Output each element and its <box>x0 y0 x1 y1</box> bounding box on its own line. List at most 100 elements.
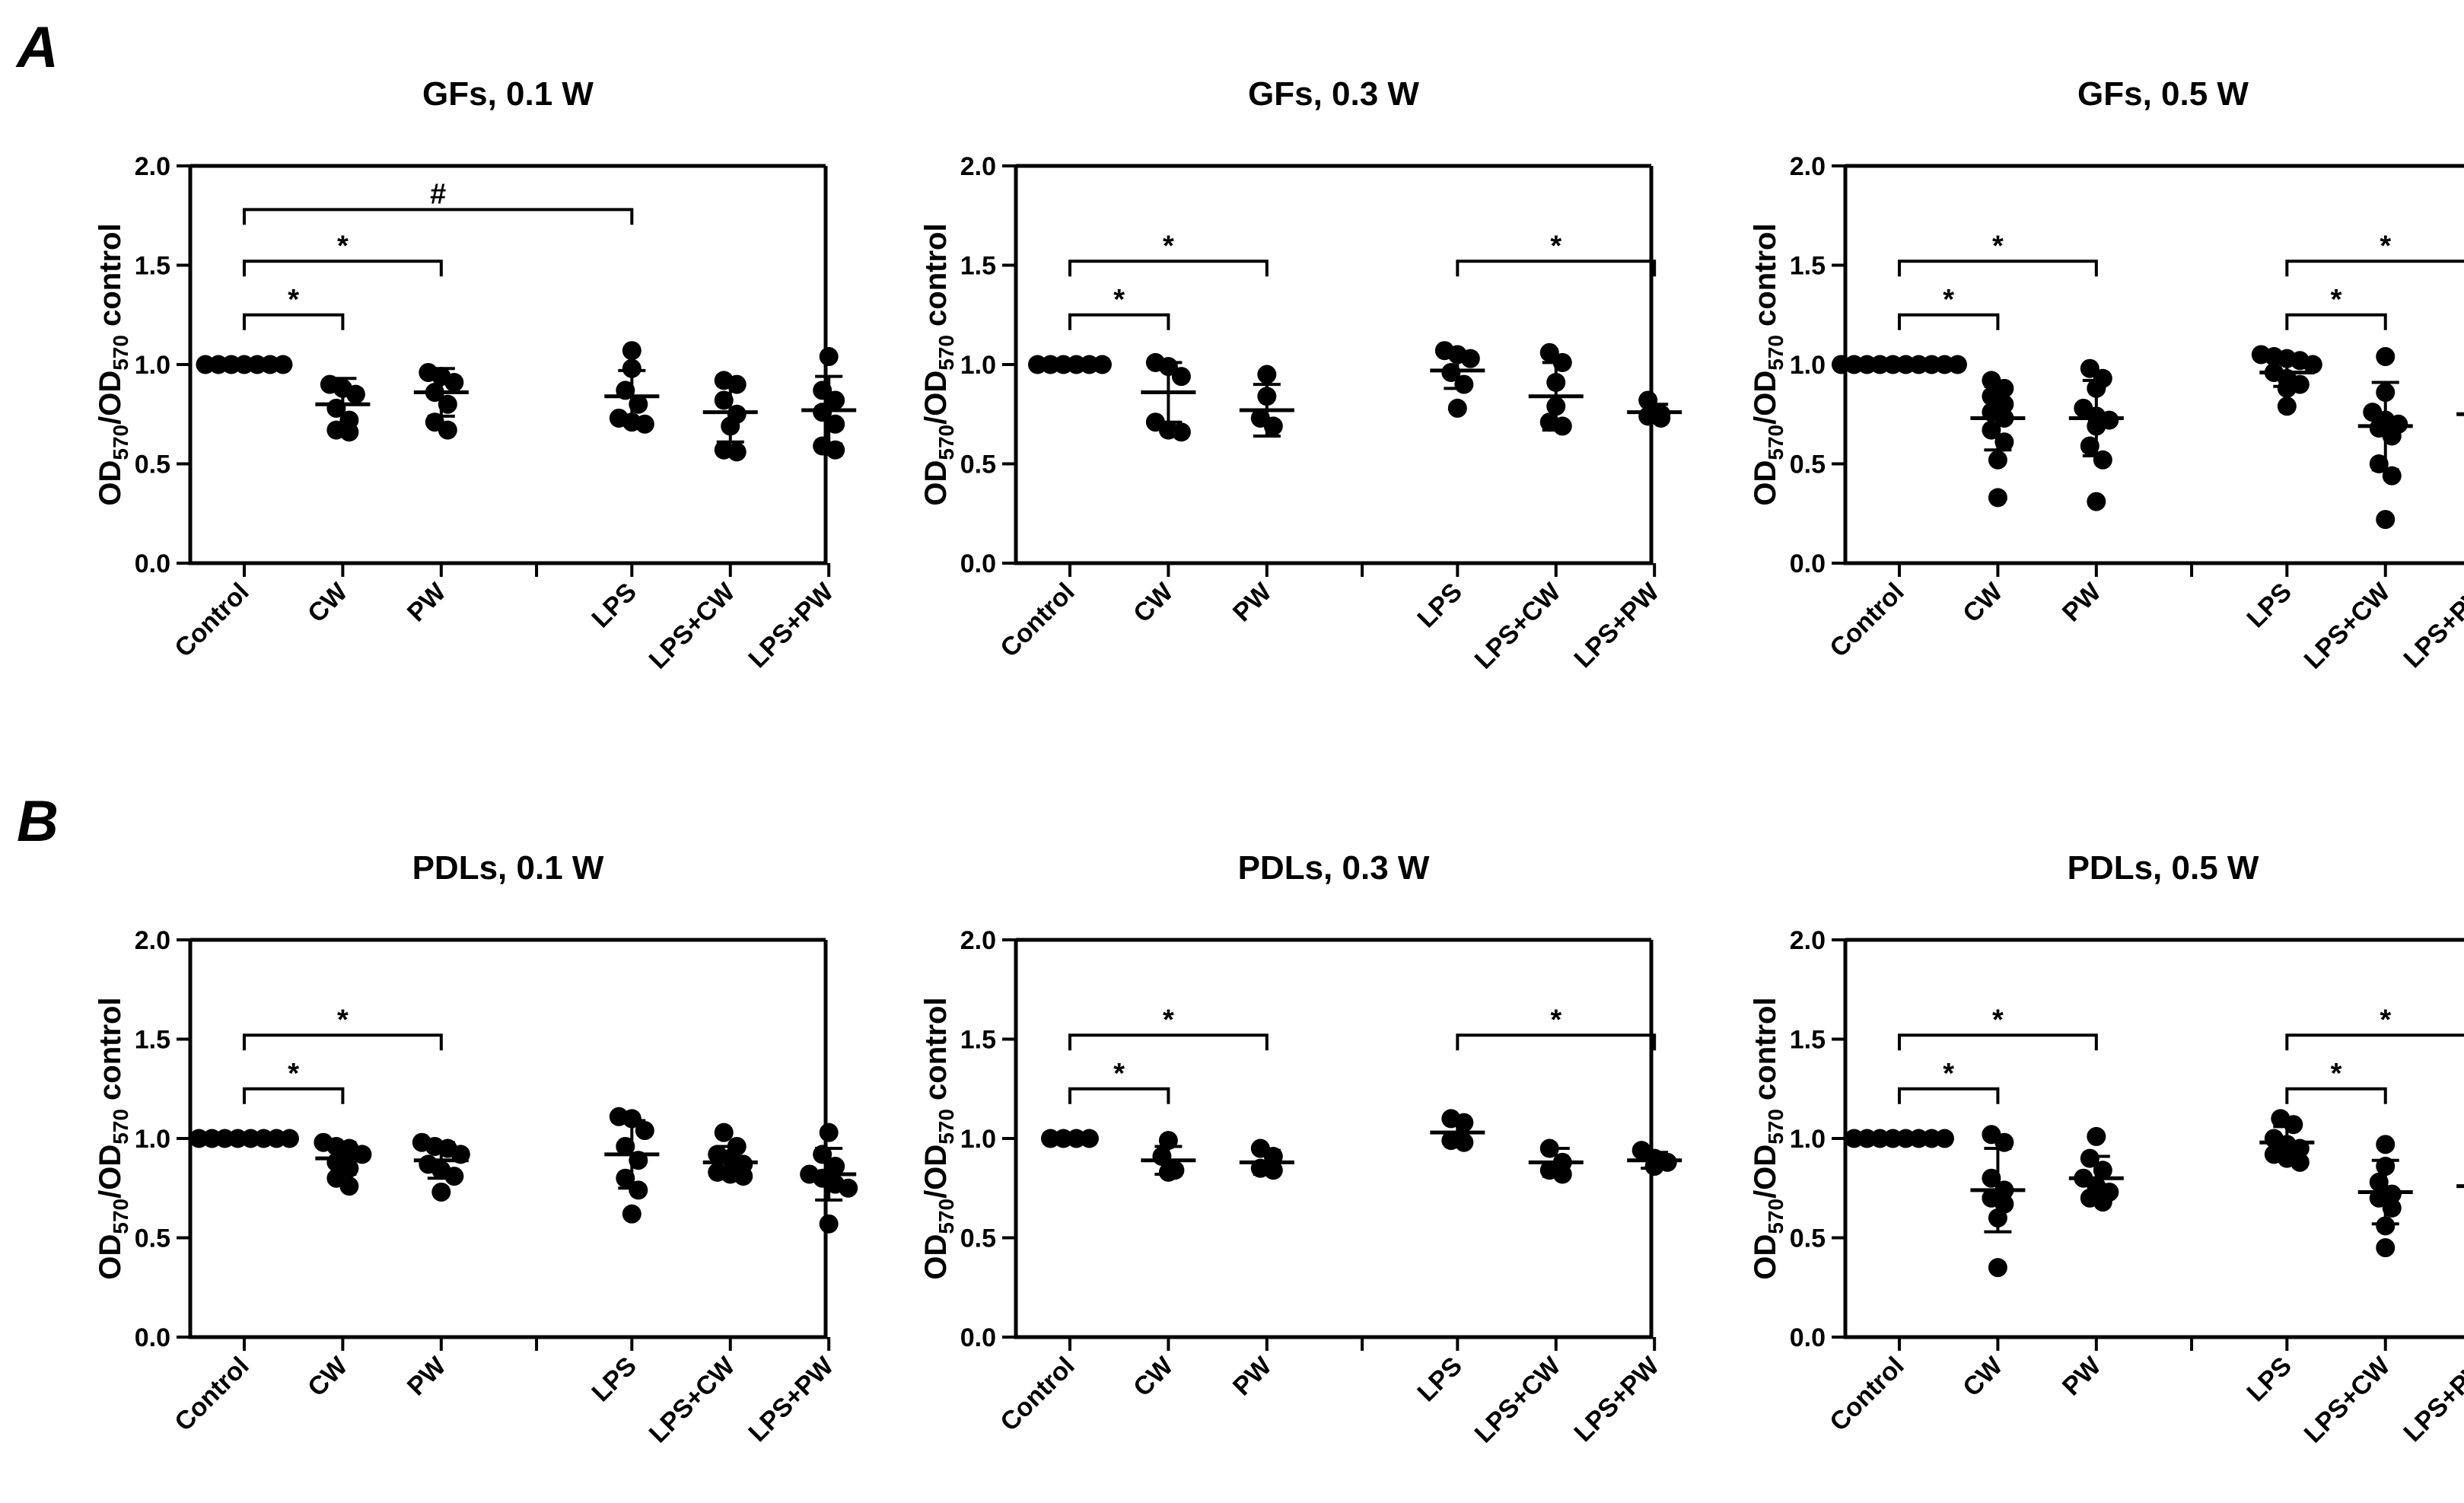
data-point <box>1454 1113 1474 1132</box>
y-axis-label-subscript: 570 <box>1764 425 1788 460</box>
y-axis-label-part: OD <box>94 460 127 506</box>
x-tick-label: LPS+CW <box>644 1351 741 1448</box>
group-LPS+CW <box>1528 1138 1584 1184</box>
y-axis-label-part: /OD <box>919 371 953 425</box>
data-point <box>1539 342 1559 362</box>
data-point <box>352 1145 372 1164</box>
group-LPS+PW <box>2456 412 2464 416</box>
data-point <box>622 1204 641 1224</box>
x-tick-label: LPS <box>586 1352 642 1408</box>
significance-line <box>242 208 634 225</box>
significance-line <box>1068 1033 1269 1051</box>
y-tick-label: 0.0 <box>960 1323 996 1352</box>
y-tick-label: 0.5 <box>135 1224 170 1253</box>
y-tick-label: 2.0 <box>960 926 996 955</box>
y-axis-label-part: OD <box>1749 460 1782 506</box>
y-tick-label: 0.0 <box>1790 549 1826 578</box>
x-tick-label: PW <box>2057 577 2107 627</box>
significance-line <box>242 260 443 277</box>
data-point <box>2376 1135 2396 1154</box>
group-CW <box>314 1132 372 1196</box>
group-LPS+CW <box>1528 342 1584 436</box>
panel-letter-b: B <box>17 789 59 854</box>
data-point <box>2376 1238 2396 1258</box>
y-tick-label: 1.0 <box>135 1125 170 1154</box>
data-point <box>819 1122 839 1142</box>
y-tick-label: 2.0 <box>1790 926 1826 955</box>
x-tick-label: Control <box>995 1352 1080 1437</box>
group-CW <box>1970 1125 2026 1278</box>
y-axis-label-part: OD <box>919 1234 953 1280</box>
y-tick-label: 2.0 <box>960 152 996 181</box>
y-axis-label-subscript: 570 <box>1764 335 1788 371</box>
significance-label: * <box>2331 284 2342 316</box>
x-tick-label: LPS+PW <box>1568 577 1665 673</box>
data-point <box>826 390 845 410</box>
y-axis-label-part: /OD <box>94 371 127 425</box>
group-LPS+CW <box>702 371 758 462</box>
group-LPS+PW <box>1627 1141 1682 1177</box>
significance-label: * <box>288 1058 299 1090</box>
group-Control <box>1040 1129 1099 1148</box>
significance-line <box>1897 313 2000 330</box>
group-PW <box>413 362 469 440</box>
y-axis-label-subscript: 570 <box>109 1109 132 1145</box>
data-point <box>1934 1129 1954 1148</box>
data-point <box>727 442 747 462</box>
y-tick-label: 0.5 <box>1790 451 1826 479</box>
data-point <box>622 1109 641 1129</box>
data-point <box>622 341 641 361</box>
data-point <box>438 394 457 414</box>
significance-label: * <box>288 284 299 316</box>
x-tick-label: CW <box>1128 1351 1179 1403</box>
x-tick-label: Control <box>1824 578 1909 663</box>
significance-label: * <box>1992 1004 2004 1036</box>
chart-title: GFs, 0.3 W <box>1248 75 1419 113</box>
data-point <box>1988 488 2007 508</box>
y-axis-label: OD570/OD570 control <box>94 997 132 1279</box>
significance-line <box>242 1033 443 1051</box>
data-point <box>438 420 457 440</box>
x-tick-label: LPS <box>2241 578 2297 634</box>
data-point <box>826 414 845 434</box>
data-point <box>635 1121 654 1141</box>
data-point <box>1454 1132 1474 1152</box>
x-tick-label: LPS+CW <box>2299 1351 2396 1448</box>
data-point <box>339 1177 359 1196</box>
significance-label: * <box>1113 1058 1125 1090</box>
data-point <box>1552 1164 1572 1184</box>
y-tick-label: 1.0 <box>1790 351 1826 380</box>
data-point <box>2376 510 2396 530</box>
y-axis-label-part: OD <box>94 1234 127 1280</box>
significance-bracket: * <box>2285 230 2464 277</box>
group-LPS+CW <box>2357 347 2413 530</box>
y-axis-label-part: /OD <box>1749 1145 1782 1199</box>
data-point <box>629 1180 648 1200</box>
significance-line <box>1456 1033 1657 1051</box>
data-point <box>431 1182 451 1202</box>
data-point <box>2080 358 2099 378</box>
y-tick-label: 0.5 <box>1790 1224 1826 1253</box>
x-tick-label: CW <box>302 577 354 629</box>
significance-label: * <box>337 230 349 262</box>
x-tick-label: CW <box>1957 1351 2009 1403</box>
group-PW <box>1239 365 1294 438</box>
data-point <box>2087 492 2106 511</box>
data-point <box>616 1136 635 1156</box>
x-tick-label: LPS+PW <box>2398 577 2464 673</box>
data-point <box>2382 426 2402 446</box>
significance-label: * <box>1163 1004 1174 1036</box>
x-tick-label: LPS+CW <box>2299 577 2396 674</box>
data-point <box>345 384 365 404</box>
y-axis-label-subscript: 570 <box>109 425 132 460</box>
group-LPS+PW <box>1627 390 1682 428</box>
significance-label: * <box>1163 230 1174 262</box>
significance-line <box>1068 1087 1170 1104</box>
significance-label: * <box>1943 284 1954 316</box>
significance-bracket: * <box>1068 1058 1170 1104</box>
group-PW <box>412 1132 470 1202</box>
y-tick-label: 2.0 <box>1790 152 1826 181</box>
y-tick-label: 2.0 <box>135 926 170 955</box>
group-PW <box>1239 1138 1294 1180</box>
